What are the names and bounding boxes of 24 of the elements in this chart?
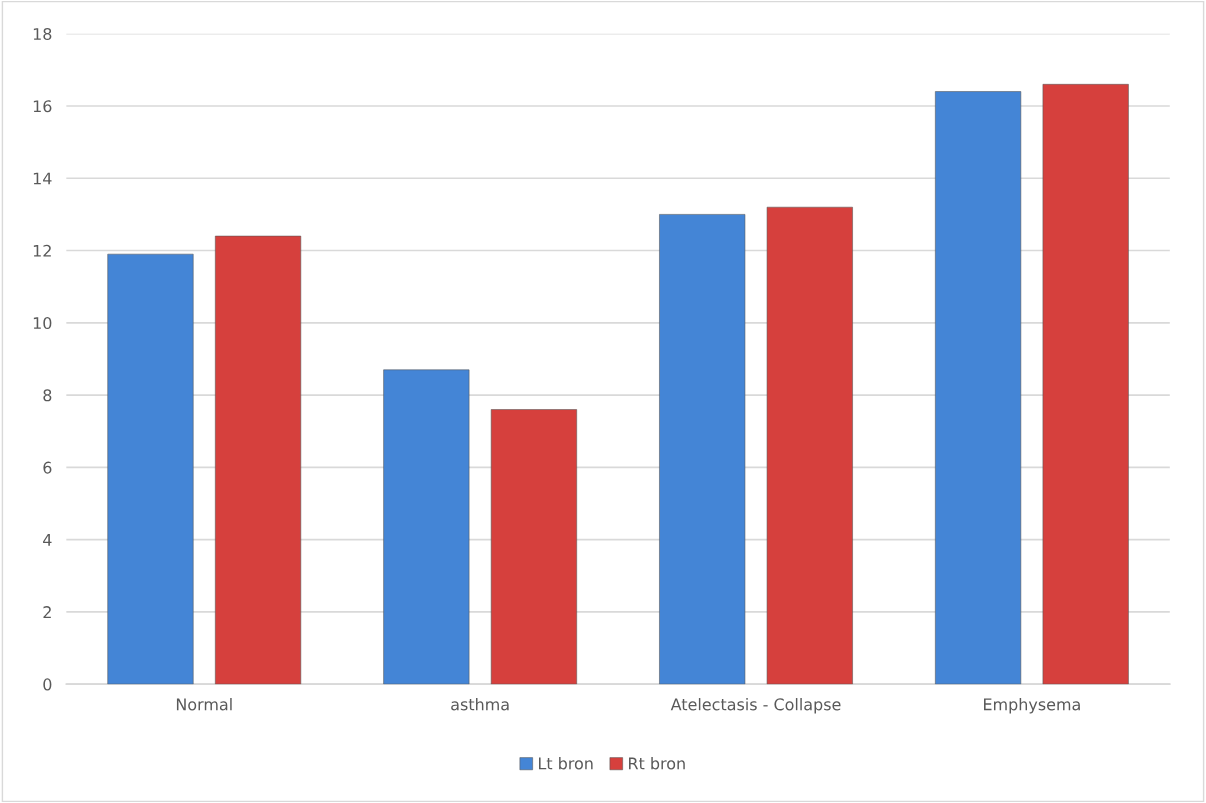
y-tick-label: 6	[43, 461, 52, 474]
bar	[215, 235, 302, 685]
y-tick-label: 8	[43, 389, 52, 402]
x-tick-label: Emphysema	[984, 698, 1080, 714]
bar	[490, 409, 577, 685]
y-tick-label: 18	[33, 27, 52, 41]
legend-label: Rt bron	[629, 757, 685, 770]
y-tick-label: 0	[43, 678, 52, 691]
x-tick-label: Atelectasis - Collapse	[670, 698, 841, 714]
x-tick-label: asthma	[451, 698, 509, 711]
bar	[766, 206, 853, 685]
x-tick-label: Normal	[176, 698, 232, 711]
bar	[383, 369, 470, 685]
bar	[107, 253, 194, 685]
y-tick-label: 2	[43, 606, 51, 618]
bar	[1042, 84, 1129, 685]
bar	[659, 214, 746, 685]
bar	[935, 91, 1022, 685]
legend-label: Lt bron	[539, 757, 593, 770]
y-tick-label: 12	[33, 244, 51, 257]
y-tick-label: 10	[33, 317, 52, 330]
y-tick-label: 4	[43, 534, 52, 546]
y-tick-label: 16	[33, 100, 52, 113]
y-tick-label: 14	[33, 172, 52, 185]
